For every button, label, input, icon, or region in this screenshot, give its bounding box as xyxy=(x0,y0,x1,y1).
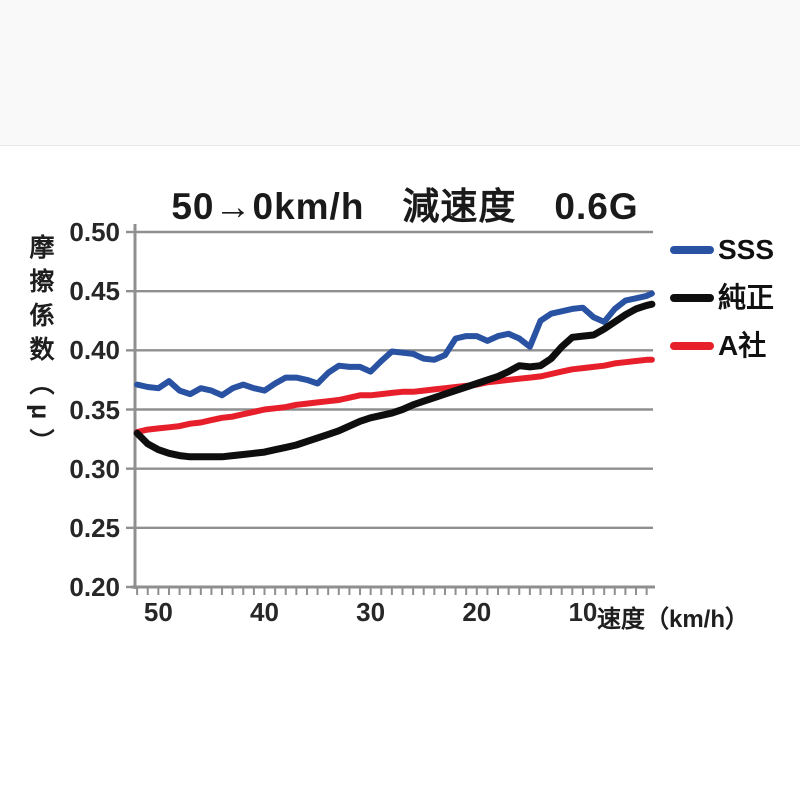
series-line-1 xyxy=(133,300,656,461)
x-tick-label: 30 xyxy=(356,597,386,627)
chart-title: 50→0km/h 減速度 0.6G xyxy=(171,186,639,227)
x-tick-label: 40 xyxy=(250,597,279,627)
chart-legend: SSS 純正 A社 xyxy=(670,235,774,379)
legend-label-2: A社 xyxy=(718,330,767,361)
legend-item-1: 純正 xyxy=(670,283,774,313)
series-line-0 xyxy=(134,290,655,399)
y-tick-label: 0.45 xyxy=(69,276,120,307)
y-tick-label: 0.30 xyxy=(69,453,120,484)
y-tick-label: 0.20 xyxy=(69,572,120,602)
y-tick-label: 0.40 xyxy=(69,335,120,366)
legend-item-2: A社 xyxy=(670,331,774,361)
legend-swatch-0 xyxy=(670,246,714,254)
legend-swatch-2 xyxy=(670,342,714,350)
page-top-band xyxy=(0,0,800,146)
x-tick-label: 20 xyxy=(462,597,492,627)
series-line-2 xyxy=(134,356,655,435)
x-tick-label: 50 xyxy=(143,597,173,627)
legend-item-0: SSS xyxy=(670,235,774,265)
y-tick-label: 0.25 xyxy=(69,512,120,543)
x-axis-title: 速度（km/h） xyxy=(597,606,750,633)
y-tick-label: 0.50 xyxy=(69,217,120,247)
legend-label-0: SSS xyxy=(718,234,775,265)
y-tick-label: 0.35 xyxy=(69,394,120,425)
legend-swatch-1 xyxy=(670,294,714,302)
y-axis-title: 摩擦係数（μ） xyxy=(26,234,54,463)
legend-label-1: 純正 xyxy=(718,282,775,313)
x-tick-label: 10 xyxy=(568,597,598,627)
